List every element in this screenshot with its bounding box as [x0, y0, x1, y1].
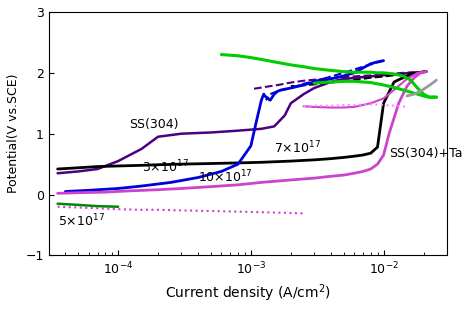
Text: 5×10$^{17}$: 5×10$^{17}$ [58, 213, 105, 229]
Y-axis label: Potential(V vs.SCE): Potential(V vs.SCE) [7, 74, 20, 193]
Text: 10×10$^{17}$: 10×10$^{17}$ [198, 169, 253, 185]
X-axis label: Current density (A/cm$^2$): Current density (A/cm$^2$) [165, 282, 331, 304]
Text: SS(304)+Ta: SS(304)+Ta [389, 147, 463, 160]
Text: 3×10$^{17}$: 3×10$^{17}$ [142, 159, 188, 176]
Text: 7×10$^{17}$: 7×10$^{17}$ [274, 140, 321, 156]
Text: SS(304): SS(304) [128, 118, 178, 131]
